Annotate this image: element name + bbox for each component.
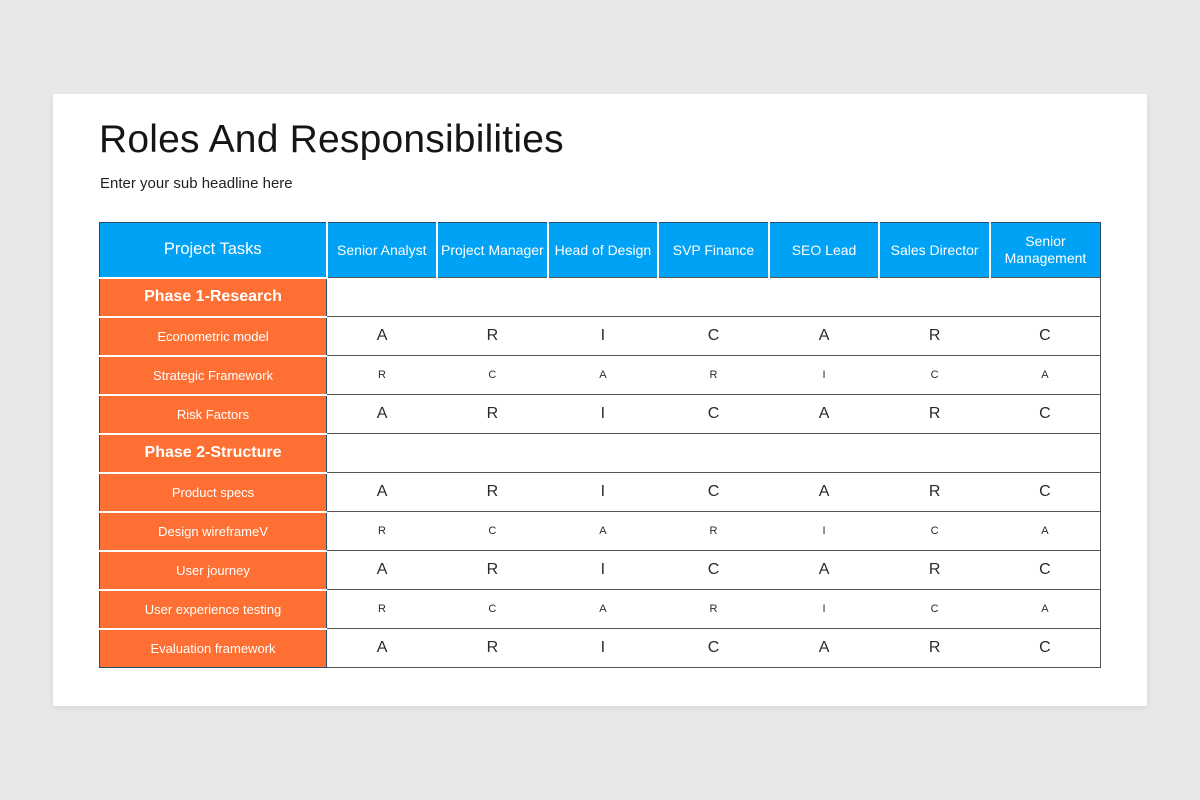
table-row: Design wireframeV R C A R I C A: [99, 510, 1101, 551]
raci-cell: I: [547, 472, 659, 512]
task-name: User experience testing: [99, 588, 327, 629]
raci-cell: C: [437, 589, 548, 629]
table-row: Product specs A R I C A R C: [99, 471, 1101, 512]
raci-cell: R: [879, 472, 990, 512]
raci-cell: C: [879, 511, 990, 551]
header-sales-director: Sales Director: [878, 222, 990, 278]
table-row: Evaluation framework A R I C A R C: [99, 627, 1101, 668]
header-head-of-design: Head of Design: [546, 222, 659, 278]
raci-cell: R: [326, 589, 438, 629]
phase-label: Phase 1-Research: [99, 276, 327, 317]
raci-cell: R: [879, 550, 990, 590]
table-row: Econometric model A R I C A R C: [99, 315, 1101, 356]
raci-table: Project Tasks Senior Analyst Project Man…: [99, 222, 1101, 668]
raci-cell: R: [437, 628, 548, 668]
raci-cell: C: [658, 394, 769, 434]
raci-cell: R: [658, 511, 769, 551]
raci-cell: A: [326, 316, 438, 356]
header-svp-finance: SVP Finance: [657, 222, 769, 278]
phase-spacer: [326, 277, 1101, 317]
table-row: Risk Factors A R I C A R C: [99, 393, 1101, 434]
raci-cell: C: [658, 628, 769, 668]
phase-row: Phase 2-Structure: [99, 432, 1101, 473]
phase-label: Phase 2-Structure: [99, 432, 327, 473]
raci-cell: A: [547, 511, 659, 551]
raci-cell: R: [879, 316, 990, 356]
raci-cell: A: [326, 550, 438, 590]
raci-cell: R: [879, 628, 990, 668]
table-body: Phase 1-Research Econometric model A R I C A R C…: [99, 276, 1101, 668]
task-name: Evaluation framework: [99, 627, 327, 668]
raci-cell: R: [437, 316, 548, 356]
raci-cell: A: [768, 550, 880, 590]
raci-cell: A: [547, 589, 659, 629]
raci-cell: R: [437, 394, 548, 434]
header-senior-management: Senior Management: [988, 222, 1101, 278]
raci-cell: R: [658, 355, 769, 395]
raci-cell: I: [547, 316, 659, 356]
raci-cell: C: [989, 316, 1101, 356]
raci-cell: C: [658, 472, 769, 512]
raci-cell: R: [326, 511, 438, 551]
raci-cell: A: [768, 628, 880, 668]
raci-cell: R: [658, 589, 769, 629]
raci-cell: R: [437, 550, 548, 590]
raci-cell: C: [989, 472, 1101, 512]
slide: Roles And Responsibilities Enter your su…: [53, 94, 1147, 706]
phase-row: Phase 1-Research: [99, 276, 1101, 317]
raci-cell: C: [658, 550, 769, 590]
raci-cell: A: [989, 511, 1101, 551]
sub-headline: Enter your sub headline here: [100, 175, 293, 192]
raci-cell: C: [989, 628, 1101, 668]
header-row: Project Tasks Senior Analyst Project Man…: [99, 222, 1101, 278]
raci-cell: C: [989, 394, 1101, 434]
header-project-tasks: Project Tasks: [99, 222, 327, 278]
raci-cell: I: [547, 628, 659, 668]
raci-cell: I: [547, 394, 659, 434]
raci-cell: C: [437, 355, 548, 395]
table-row: User journey A R I C A R C: [99, 549, 1101, 590]
raci-cell: C: [879, 355, 990, 395]
raci-cell: A: [326, 472, 438, 512]
raci-cell: C: [658, 316, 769, 356]
page-title: Roles And Responsibilities: [99, 118, 564, 161]
raci-cell: C: [879, 589, 990, 629]
task-name: User journey: [99, 549, 327, 590]
raci-cell: I: [768, 355, 880, 395]
raci-cell: R: [437, 472, 548, 512]
raci-cell: A: [547, 355, 659, 395]
task-name: Product specs: [99, 471, 327, 512]
raci-cell: R: [326, 355, 438, 395]
header-seo-lead: SEO Lead: [767, 222, 880, 278]
header-senior-analyst: Senior Analyst: [325, 222, 438, 278]
raci-cell: I: [547, 550, 659, 590]
raci-cell: I: [768, 589, 880, 629]
phase-spacer: [326, 433, 1101, 473]
raci-cell: I: [768, 511, 880, 551]
header-project-manager: Project Manager: [436, 222, 548, 278]
table-row: User experience testing R C A R I C A: [99, 588, 1101, 629]
table-row: Strategic Framework R C A R I C A: [99, 354, 1101, 395]
raci-cell: A: [326, 394, 438, 434]
raci-cell: R: [879, 394, 990, 434]
raci-cell: A: [326, 628, 438, 668]
task-name: Econometric model: [99, 315, 327, 356]
raci-cell: A: [989, 589, 1101, 629]
raci-cell: C: [437, 511, 548, 551]
raci-cell: A: [768, 394, 880, 434]
raci-cell: A: [768, 472, 880, 512]
task-name: Strategic Framework: [99, 354, 327, 395]
task-name: Design wireframeV: [99, 510, 327, 551]
raci-cell: A: [768, 316, 880, 356]
raci-cell: A: [989, 355, 1101, 395]
task-name: Risk Factors: [99, 393, 327, 434]
raci-cell: C: [989, 550, 1101, 590]
